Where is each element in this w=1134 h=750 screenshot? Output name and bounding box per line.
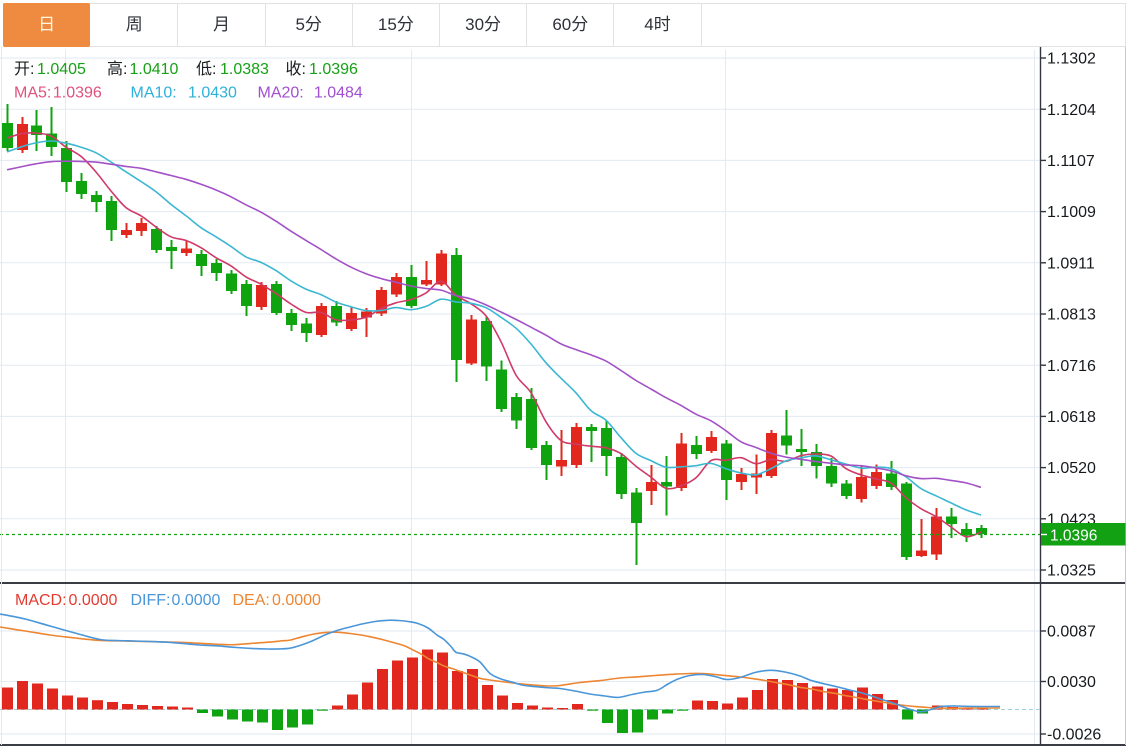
svg-text:1.0618: 1.0618 xyxy=(1047,409,1096,426)
svg-text:1.1107: 1.1107 xyxy=(1047,153,1095,170)
svg-text:-0.0026: -0.0026 xyxy=(1047,727,1101,744)
svg-text:1.1204: 1.1204 xyxy=(1047,102,1096,119)
svg-text:1.0396: 1.0396 xyxy=(1050,528,1097,545)
svg-text:0.0030: 0.0030 xyxy=(1047,674,1096,691)
svg-text:1.1302: 1.1302 xyxy=(1047,51,1096,68)
svg-text:1.0520: 1.0520 xyxy=(1047,460,1096,477)
svg-text:0.0087: 0.0087 xyxy=(1047,624,1096,641)
svg-text:1.0325: 1.0325 xyxy=(1047,563,1096,580)
svg-text:1.0911: 1.0911 xyxy=(1047,255,1095,272)
svg-text:1.0813: 1.0813 xyxy=(1047,307,1096,324)
svg-text:1.0716: 1.0716 xyxy=(1047,358,1096,375)
svg-text:1.1009: 1.1009 xyxy=(1047,204,1096,221)
